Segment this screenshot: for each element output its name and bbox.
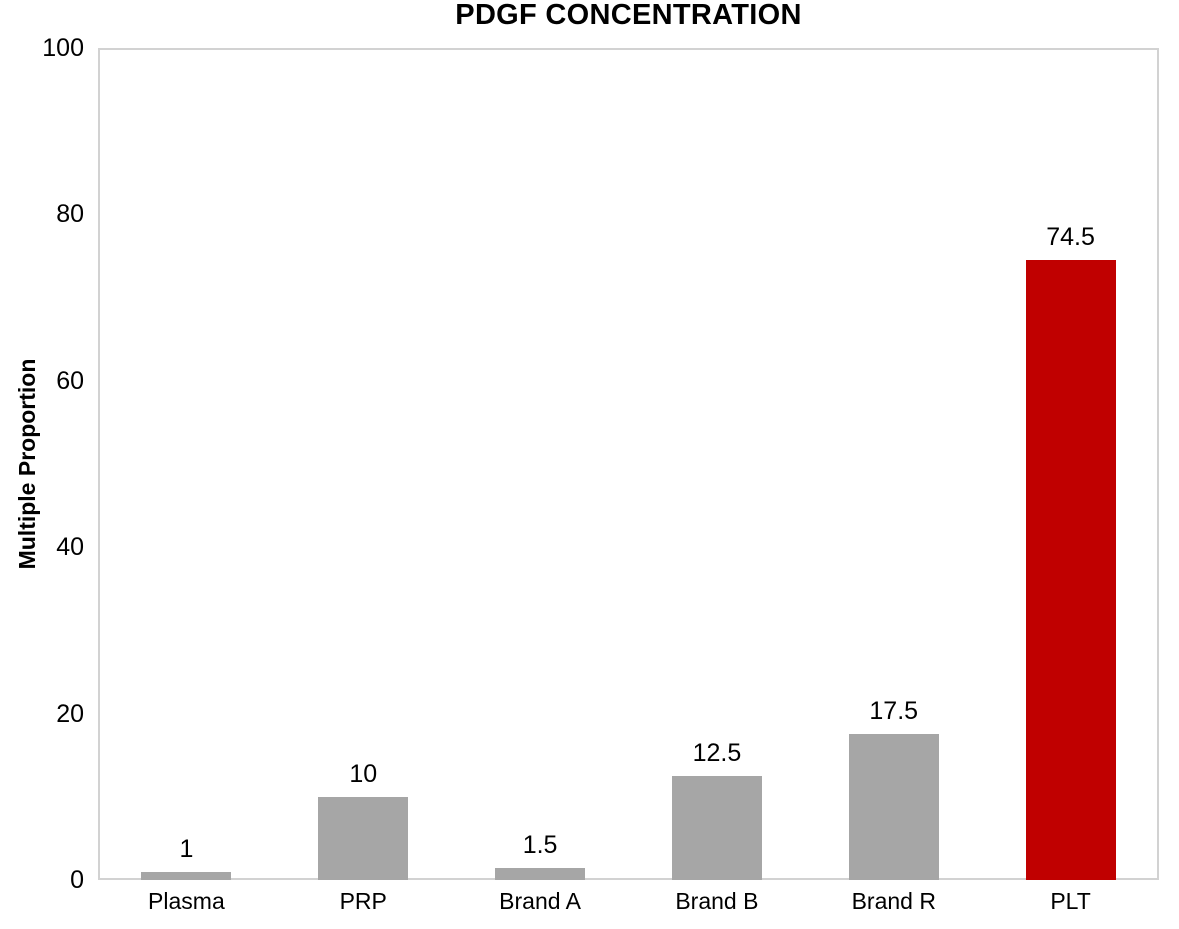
bar-value-label-plt: 74.5 xyxy=(1046,223,1095,252)
y-tick-label-0: 0 xyxy=(70,866,84,894)
bar-prp xyxy=(318,796,409,880)
y-tick-label-60: 60 xyxy=(56,366,84,395)
chart-title: PDGF CONCENTRATION xyxy=(455,0,802,31)
plot-area xyxy=(98,48,1159,880)
y-tick-label-80: 80 xyxy=(56,200,84,229)
x-category-label-prp: PRP xyxy=(339,888,387,914)
bar-plasma xyxy=(141,871,232,880)
bar-value-label-plasma: 1 xyxy=(179,834,194,863)
bar-brand-a xyxy=(495,867,586,880)
x-category-label-brand-b: Brand B xyxy=(675,888,759,914)
y-tick-label-40: 40 xyxy=(56,533,84,562)
y-tick-label-20: 20 xyxy=(56,699,84,728)
x-category-label-brand-a: Brand A xyxy=(499,888,581,914)
x-category-label-brand-r: Brand R xyxy=(851,888,936,914)
bar-value-label-brand-a: 1.5 xyxy=(522,830,558,859)
y-axis-title: Multiple Proportion xyxy=(14,358,40,570)
bar-plt xyxy=(1025,260,1116,880)
bar-value-label-brand-r: 17.5 xyxy=(869,697,919,726)
bar-value-label-prp: 10 xyxy=(349,759,378,788)
x-category-label-plasma: Plasma xyxy=(148,888,225,914)
x-category-label-plt: PLT xyxy=(1050,888,1091,914)
y-tick-label-100: 100 xyxy=(42,34,84,62)
bar-brand-b xyxy=(671,776,762,880)
bar-brand-r xyxy=(848,734,939,880)
bar-value-label-brand-b: 12.5 xyxy=(692,739,742,767)
